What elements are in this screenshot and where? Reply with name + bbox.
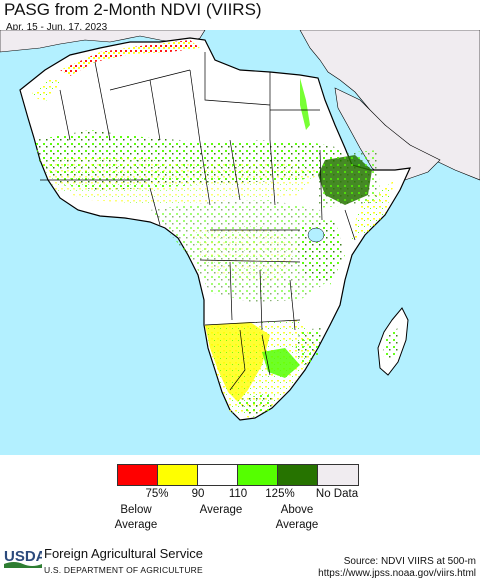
- date-range: Apr. 15 - Jun. 17, 2023: [6, 22, 108, 33]
- legend-tick-125: 125%: [265, 488, 295, 500]
- legend-swatch-no-data: [318, 465, 358, 485]
- department-name: U.S. DEPARTMENT OF AGRICULTURE: [44, 565, 203, 575]
- legend-swatch-90-110: [198, 465, 238, 485]
- data-source: Source: NDVI VIIRS at 500-m: [343, 556, 476, 567]
- legend-above-average: Above Average: [275, 504, 319, 531]
- usda-logo-text: USDA: [4, 548, 42, 565]
- legend-swatch-75-90: [158, 465, 198, 485]
- legend-swatch-above-125: [278, 465, 318, 485]
- legend-no-data-label: No Data: [315, 488, 359, 500]
- legend-swatch-110-125: [238, 465, 278, 485]
- legend-swatch-below-75: [118, 465, 158, 485]
- usda-logo: USDA: [4, 548, 42, 568]
- africa-map: [0, 30, 480, 455]
- legend-below-average: Below Average: [114, 504, 158, 531]
- legend-tick-90: 90: [191, 488, 205, 500]
- legend-tick-75: 75%: [145, 488, 169, 500]
- map-panel: [0, 30, 480, 455]
- map-title: PASG from 2-Month NDVI (VIIRS): [4, 0, 262, 19]
- legend-average: Average: [199, 504, 243, 516]
- europe-landmass: [0, 30, 206, 53]
- legend-tick-110: 110: [228, 488, 248, 500]
- north-coast-anomaly: [60, 40, 200, 76]
- agency-name: Foreign Agricultural Service: [44, 546, 203, 561]
- country-borders: [40, 52, 356, 391]
- lake-victoria: [307, 227, 325, 243]
- legend-color-bar: [117, 464, 359, 486]
- source-url[interactable]: https://www.jpss.noaa.gov/viirs.html: [318, 568, 476, 579]
